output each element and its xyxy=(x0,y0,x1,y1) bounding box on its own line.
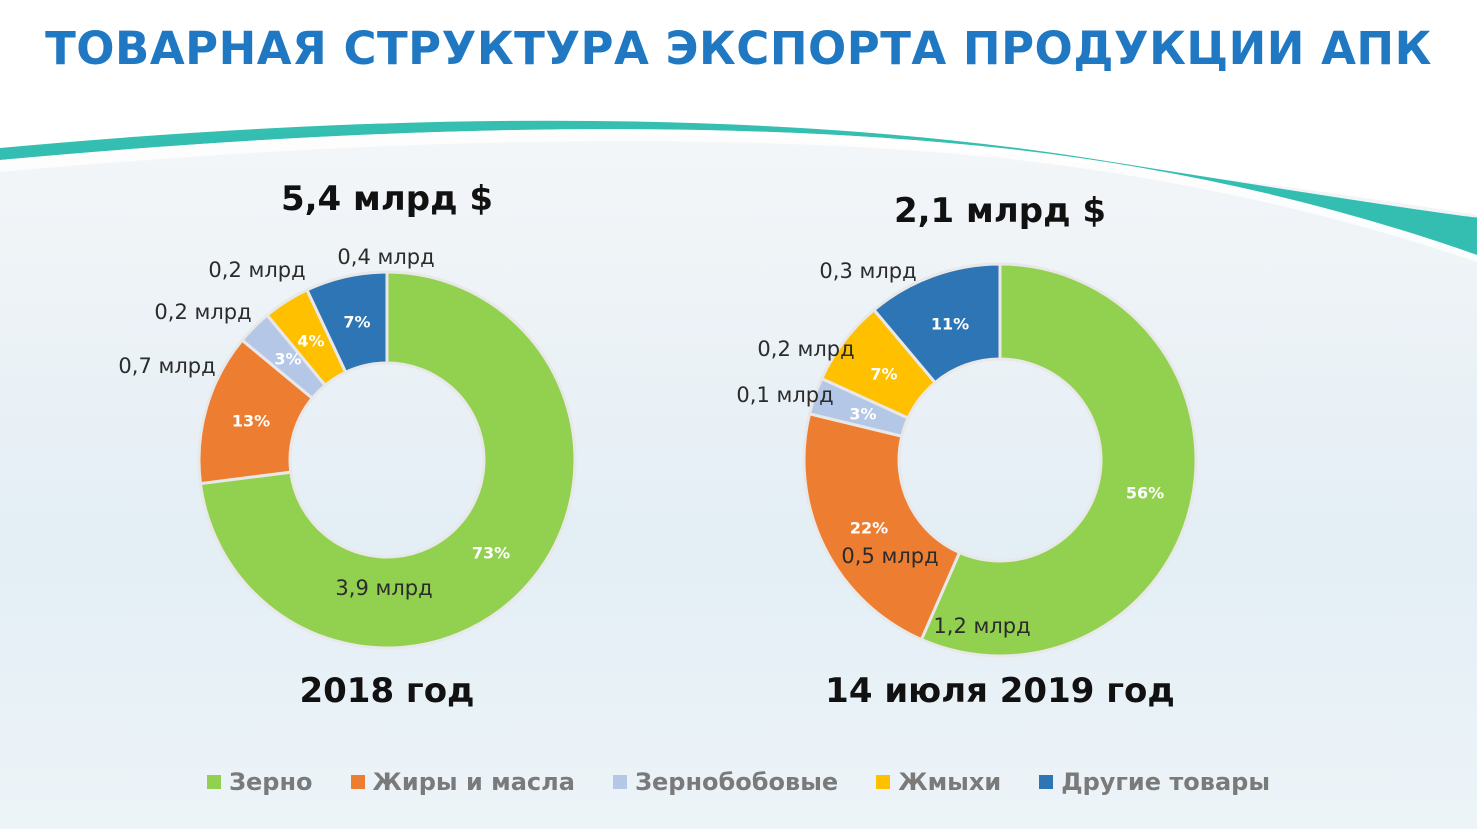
donut-1-period: 2018 год xyxy=(299,671,474,711)
legend: Зерно Жиры и масла Зернобобовые Жмыхи Др… xyxy=(0,768,1477,796)
donut-1-percent-label-fats-oils: 13% xyxy=(232,412,270,431)
donut-1-total: 5,4 млрд $ xyxy=(281,179,493,219)
donut-1-value-label-grain: 3,9 млрд xyxy=(335,576,432,600)
donut-1-value-label-legumes: 0,2 млрд xyxy=(154,300,251,324)
donut-2-percent-label-oilcake: 7% xyxy=(870,365,897,384)
donut-2-percent-label-grain: 56% xyxy=(1126,484,1164,503)
legend-label-grain: Зерно xyxy=(228,768,313,796)
donut-1-slice-grain xyxy=(198,270,577,650)
legend-item-grain: Зерно xyxy=(206,768,313,796)
donut-2-percent-label-fats-oils: 22% xyxy=(850,519,888,538)
legend-label-oilcake: Жмыхи xyxy=(898,768,1002,796)
legend-item-oilcake: Жмыхи xyxy=(876,768,1001,796)
legend-swatch-fats-oils xyxy=(350,775,365,789)
donut-2-slice-fats-oils xyxy=(802,411,962,642)
donut-2-period: 14 июля 2019 год xyxy=(825,671,1175,711)
donut-2-percent-label-legumes: 3% xyxy=(849,405,876,424)
donut-2-slice-grain xyxy=(919,262,1198,658)
donut-1-value-label-other-goods: 0,4 млрд xyxy=(337,245,434,269)
donut-2-value-label-grain: 1,2 млрд xyxy=(933,614,1030,638)
legend-item-fats-oils: Жиры и масла xyxy=(350,768,575,796)
legend-swatch-grain xyxy=(206,775,221,789)
legend-swatch-legumes xyxy=(612,775,627,789)
donut-1-percent-label-grain: 73% xyxy=(472,544,510,563)
donut-2-value-label-legumes: 0,1 млрд xyxy=(736,383,833,407)
legend-item-other-goods: Другие товары xyxy=(1039,768,1270,796)
legend-item-legumes: Зернобобовые xyxy=(612,768,839,796)
page-title: ТОВАРНАЯ СТРУКТУРА ЭКСПОРТА ПРОДУКЦИИ АП… xyxy=(45,22,1432,75)
donut-1-value-label-fats-oils: 0,7 млрд xyxy=(118,354,215,378)
legend-swatch-oilcake xyxy=(876,775,891,789)
legend-label-fats-oils: Жиры и масла xyxy=(372,768,575,796)
legend-label-other-goods: Другие товары xyxy=(1061,768,1271,796)
legend-swatch-other-goods xyxy=(1039,775,1054,789)
donut-1-slice-other-goods xyxy=(304,270,389,375)
donut-1-value-label-oilcake: 0,2 млрд xyxy=(208,258,305,282)
donut-2-value-label-other-goods: 0,3 млрд xyxy=(819,259,916,283)
donut-2-value-label-oilcake: 0,2 млрд xyxy=(757,337,854,361)
donut-1-percent-label-oilcake: 4% xyxy=(297,332,324,351)
donut-2-total: 2,1 млрд $ xyxy=(894,191,1106,231)
donut-2-percent-label-other-goods: 11% xyxy=(931,315,969,334)
donut-2-slice-other-goods xyxy=(871,262,1002,385)
donut-2-value-label-fats-oils: 0,5 млрд xyxy=(841,544,938,568)
donut-1-percent-label-other-goods: 7% xyxy=(343,313,370,332)
legend-label-legumes: Зернобобовые xyxy=(634,768,839,796)
donut-1-percent-label-legumes: 3% xyxy=(274,350,301,369)
